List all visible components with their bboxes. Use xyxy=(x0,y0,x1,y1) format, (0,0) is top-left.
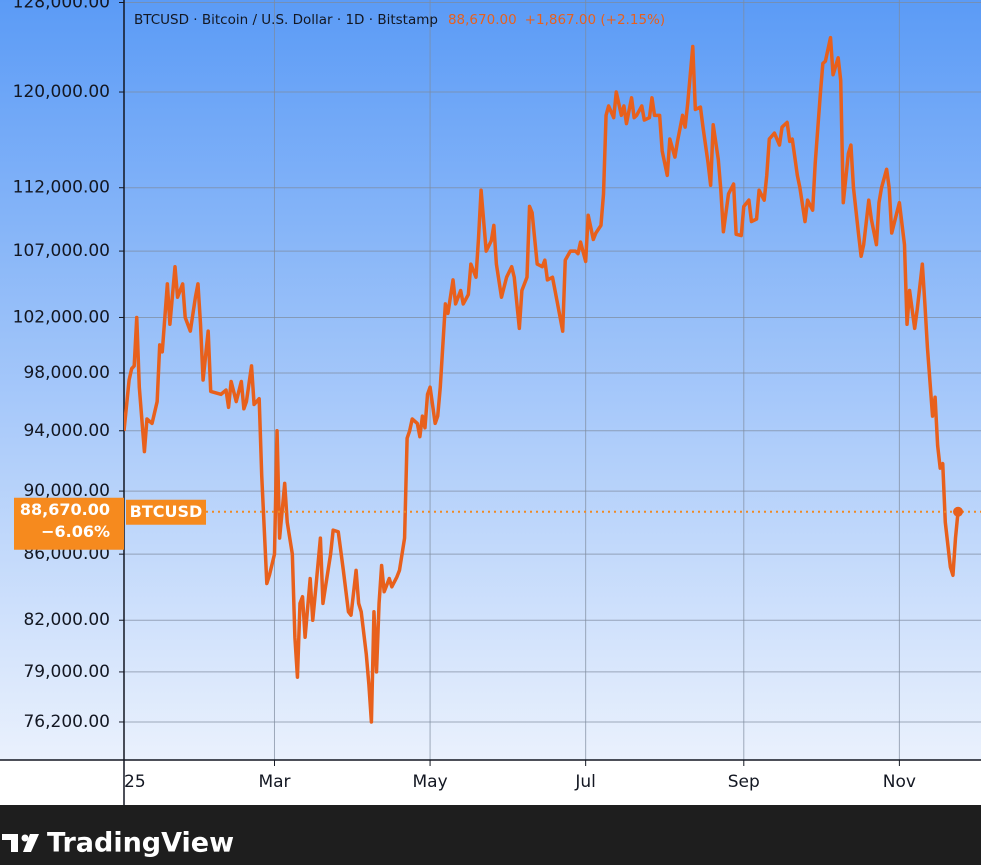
series-tag-label: BTCUSD xyxy=(130,502,203,521)
y-tick-label: 102,000.00 xyxy=(13,307,110,327)
brand-logo xyxy=(2,834,39,852)
chart-title: BTCUSD · Bitcoin / U.S. Dollar · 1D · Bi… xyxy=(134,12,438,28)
y-tick-label: 98,000.00 xyxy=(23,363,110,383)
x-tick-label: Jul xyxy=(574,772,596,792)
y-tick-label: 128,000.00 xyxy=(13,0,110,12)
x-tick-label: May xyxy=(412,772,447,792)
x-tick-label: Nov xyxy=(883,772,916,792)
y-tick-label: 76,200.00 xyxy=(23,712,110,732)
brand-name: TradingView xyxy=(47,828,234,859)
price-box-label: 88,670.00 xyxy=(20,500,110,519)
series-tag xyxy=(126,499,206,525)
x-axis-strip xyxy=(0,760,981,805)
x-ticks: 25 Mar May Jul Sep Nov xyxy=(123,760,916,792)
y-tick-label: 120,000.00 xyxy=(13,82,110,102)
y-tick-label: 112,000.00 xyxy=(13,178,110,198)
price-box xyxy=(14,497,124,550)
y-tick-label: 82,000.00 xyxy=(23,610,110,630)
price-box-change: −6.06% xyxy=(41,522,110,541)
y-tick-label: 79,000.00 xyxy=(23,662,110,682)
price-line xyxy=(124,35,960,724)
grid xyxy=(124,0,981,760)
x-tick-label: 25 xyxy=(124,772,146,792)
last-price: 88,670.00 −6.06% BTCUSD xyxy=(14,497,981,550)
footer-bar xyxy=(0,805,981,865)
x-tick-label: Mar xyxy=(258,772,290,792)
plot xyxy=(124,35,960,724)
last-point xyxy=(953,506,964,517)
header-price: 88,670.00 xyxy=(448,12,517,28)
y-tick-label: 94,000.00 xyxy=(23,421,110,441)
plot-background xyxy=(0,0,981,760)
x-tick-label: Sep xyxy=(728,772,760,792)
y-tick-label: 107,000.00 xyxy=(13,241,110,261)
chart-header: BTCUSD · Bitcoin / U.S. Dollar · 1D · Bi… xyxy=(134,12,665,28)
header-change: +1,867.00 (+2.15%) xyxy=(525,12,665,28)
y-tick-label: 90,000.00 xyxy=(23,481,110,501)
